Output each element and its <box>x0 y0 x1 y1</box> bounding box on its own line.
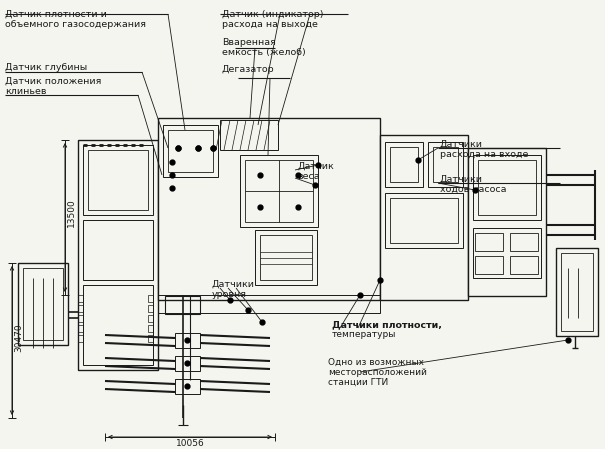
Bar <box>390 198 458 243</box>
Bar <box>428 142 463 187</box>
Text: клиньев: клиньев <box>5 87 47 96</box>
Text: месторасположений: месторасположений <box>328 368 427 377</box>
Text: Датчики: Датчики <box>440 140 483 149</box>
Bar <box>255 230 317 285</box>
Bar <box>510 233 538 251</box>
Bar <box>78 325 83 332</box>
Bar <box>78 335 83 342</box>
Bar <box>175 333 200 348</box>
Bar <box>510 256 538 274</box>
Bar <box>390 147 418 182</box>
Text: Датчик (индикатор): Датчик (индикатор) <box>222 10 324 19</box>
Text: 30470: 30470 <box>14 324 23 352</box>
Text: Датчик положения: Датчик положения <box>5 77 102 86</box>
Bar <box>78 140 158 370</box>
Bar <box>561 253 593 331</box>
Text: веса: веса <box>297 172 319 181</box>
Text: Датчики плотности,: Датчики плотности, <box>332 320 442 329</box>
Bar <box>78 305 83 312</box>
Text: Датчики: Датчики <box>440 175 483 184</box>
Text: Датчик глубины: Датчик глубины <box>5 63 87 72</box>
Bar <box>385 193 463 248</box>
Bar <box>473 155 541 220</box>
Bar <box>475 256 503 274</box>
Bar <box>556 248 598 336</box>
Bar <box>468 148 546 296</box>
Text: Одно из возможных: Одно из возможных <box>328 358 424 367</box>
Bar <box>245 160 313 222</box>
Text: 13500: 13500 <box>67 198 76 227</box>
Bar <box>78 295 83 302</box>
Bar <box>433 147 458 182</box>
Text: Датчик плотности и: Датчик плотности и <box>5 10 107 19</box>
Bar <box>78 315 83 322</box>
Bar <box>478 160 536 215</box>
Text: расхода на выходе: расхода на выходе <box>222 20 318 29</box>
Bar <box>380 135 468 300</box>
Text: емкость (желоб): емкость (желоб) <box>222 48 306 57</box>
Text: 10056: 10056 <box>175 439 204 448</box>
Text: объемного газосодержания: объемного газосодержания <box>5 20 146 29</box>
Bar <box>148 325 153 332</box>
Bar <box>148 335 153 342</box>
Bar <box>220 120 278 150</box>
Text: станции ГТИ: станции ГТИ <box>328 378 388 387</box>
Bar <box>148 315 153 322</box>
Text: расхода на входе: расхода на входе <box>440 150 528 159</box>
Text: температуры: температуры <box>332 330 396 339</box>
Bar <box>475 233 503 251</box>
Bar <box>83 285 153 365</box>
Bar <box>18 263 68 345</box>
Bar <box>148 305 153 312</box>
Bar <box>260 235 312 280</box>
Text: уровня: уровня <box>212 290 247 299</box>
Bar <box>473 228 541 278</box>
Text: Вваренная: Вваренная <box>222 38 276 47</box>
Bar <box>158 118 380 300</box>
Bar <box>23 268 63 340</box>
Bar <box>175 356 200 371</box>
Text: Датчики: Датчики <box>212 280 255 289</box>
Bar <box>83 145 153 215</box>
Text: Дегазатор: Дегазатор <box>222 65 275 74</box>
Bar <box>148 295 153 302</box>
Bar <box>83 220 153 280</box>
Bar <box>165 296 200 314</box>
Bar <box>240 155 318 227</box>
Bar <box>385 142 423 187</box>
Bar <box>88 150 148 210</box>
Bar <box>158 295 380 313</box>
Bar <box>168 130 213 172</box>
Text: Датчик: Датчик <box>297 162 334 171</box>
Bar <box>175 379 200 394</box>
Bar <box>163 125 218 177</box>
Text: ходов насоса: ходов насоса <box>440 185 506 194</box>
